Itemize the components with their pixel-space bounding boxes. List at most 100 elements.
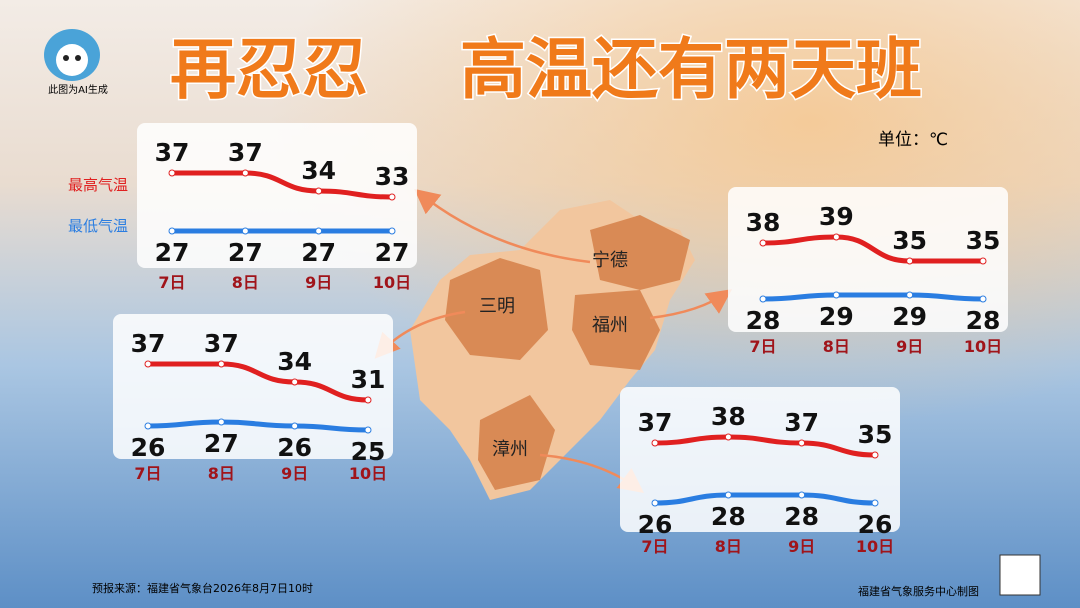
temp-line xyxy=(145,361,371,403)
maker: 福建省气象服务中心制图 xyxy=(858,584,979,598)
temp-line xyxy=(760,234,986,264)
unit: 单位：℃ xyxy=(878,130,948,150)
temp-label: 38 xyxy=(711,402,746,431)
temp-point xyxy=(871,499,879,507)
day-label: 10日 xyxy=(964,337,1002,356)
temp-label: 37 xyxy=(638,408,673,437)
temp-point xyxy=(168,169,176,177)
day-label: 7日 xyxy=(749,337,776,356)
day-label: 10日 xyxy=(349,464,387,483)
title-left: 再忍忍 xyxy=(170,31,368,108)
temp-label: 34 xyxy=(277,347,312,376)
day-label: 8日 xyxy=(715,537,742,556)
temp-point xyxy=(759,239,767,247)
temp-point xyxy=(144,422,152,430)
temp-point xyxy=(651,499,659,507)
temp-point xyxy=(364,426,372,434)
day-label: 7日 xyxy=(134,464,161,483)
temp-point xyxy=(979,295,987,303)
ai-note: 此图为AI生成 xyxy=(48,83,108,96)
map xyxy=(410,200,695,500)
day-label: 9日 xyxy=(788,537,815,556)
temp-point xyxy=(724,491,732,499)
temp-line xyxy=(145,419,371,433)
day-label: 8日 xyxy=(208,464,235,483)
city-label: 三明 xyxy=(479,296,515,317)
temp-label: 28 xyxy=(966,306,1001,335)
day-label: 10日 xyxy=(856,537,894,556)
mascot xyxy=(44,29,100,81)
temp-point xyxy=(871,451,879,459)
temp-label: 27 xyxy=(204,429,239,458)
day-label: 7日 xyxy=(641,537,668,556)
temp-point xyxy=(906,291,914,299)
temp-point xyxy=(241,227,249,235)
temp-label: 34 xyxy=(301,156,336,185)
temp-label: 28 xyxy=(746,306,781,335)
temp-point xyxy=(388,227,396,235)
temp-label: 33 xyxy=(375,162,410,191)
day-label: 8日 xyxy=(823,337,850,356)
temp-point xyxy=(291,422,299,430)
title-right: 高温还有两天班 xyxy=(460,31,922,108)
city-label: 宁德 xyxy=(592,250,628,271)
temp-point xyxy=(979,257,987,265)
temp-label: 37 xyxy=(784,408,819,437)
temp-point xyxy=(144,360,152,368)
temp-label: 29 xyxy=(892,302,927,331)
temp-label: 27 xyxy=(301,238,336,267)
legend-max: 最高气温 xyxy=(68,176,128,194)
temp-point xyxy=(364,396,372,404)
temp-label: 39 xyxy=(819,202,854,231)
temp-point xyxy=(724,433,732,441)
temp-line xyxy=(652,492,878,506)
temp-label: 26 xyxy=(858,510,893,539)
temp-label: 37 xyxy=(204,329,239,358)
temp-label: 25 xyxy=(351,437,386,466)
day-label: 9日 xyxy=(281,464,308,483)
temp-line xyxy=(169,170,395,200)
temp-label: 37 xyxy=(155,138,190,167)
legend-min: 最低气温 xyxy=(68,217,128,235)
day-label: 8日 xyxy=(232,273,259,292)
temp-label: 26 xyxy=(638,510,673,539)
day-label: 9日 xyxy=(305,273,332,292)
temp-label: 35 xyxy=(892,226,927,255)
temp-label: 26 xyxy=(131,433,166,462)
temp-label: 28 xyxy=(711,502,746,531)
day-label: 7日 xyxy=(158,273,185,292)
temp-point xyxy=(217,360,225,368)
city-label: 漳州 xyxy=(492,439,528,460)
temp-point xyxy=(291,378,299,386)
temp-label: 37 xyxy=(131,329,166,358)
temp-point xyxy=(388,193,396,201)
temp-point xyxy=(241,169,249,177)
day-label: 9日 xyxy=(896,337,923,356)
temp-point xyxy=(217,418,225,426)
temp-label: 27 xyxy=(375,238,410,267)
temp-label: 27 xyxy=(155,238,190,267)
temp-point xyxy=(315,227,323,235)
temp-point xyxy=(759,295,767,303)
temp-point xyxy=(832,291,840,299)
temp-point xyxy=(798,439,806,447)
temp-label: 31 xyxy=(351,365,386,394)
temp-label: 38 xyxy=(746,208,781,237)
temp-label: 35 xyxy=(966,226,1001,255)
temp-point xyxy=(906,257,914,265)
day-label: 10日 xyxy=(373,273,411,292)
temp-point xyxy=(798,491,806,499)
temp-point xyxy=(315,187,323,195)
temp-line xyxy=(652,434,878,458)
city-label: 福州 xyxy=(592,315,628,336)
temp-label: 29 xyxy=(819,302,854,331)
temp-label: 37 xyxy=(228,138,263,167)
temp-label: 28 xyxy=(784,502,819,531)
temp-label: 35 xyxy=(858,420,893,449)
temp-label: 27 xyxy=(228,238,263,267)
temp-point xyxy=(168,227,176,235)
temp-point xyxy=(832,233,840,241)
temp-point xyxy=(651,439,659,447)
qr-code xyxy=(999,554,1041,596)
